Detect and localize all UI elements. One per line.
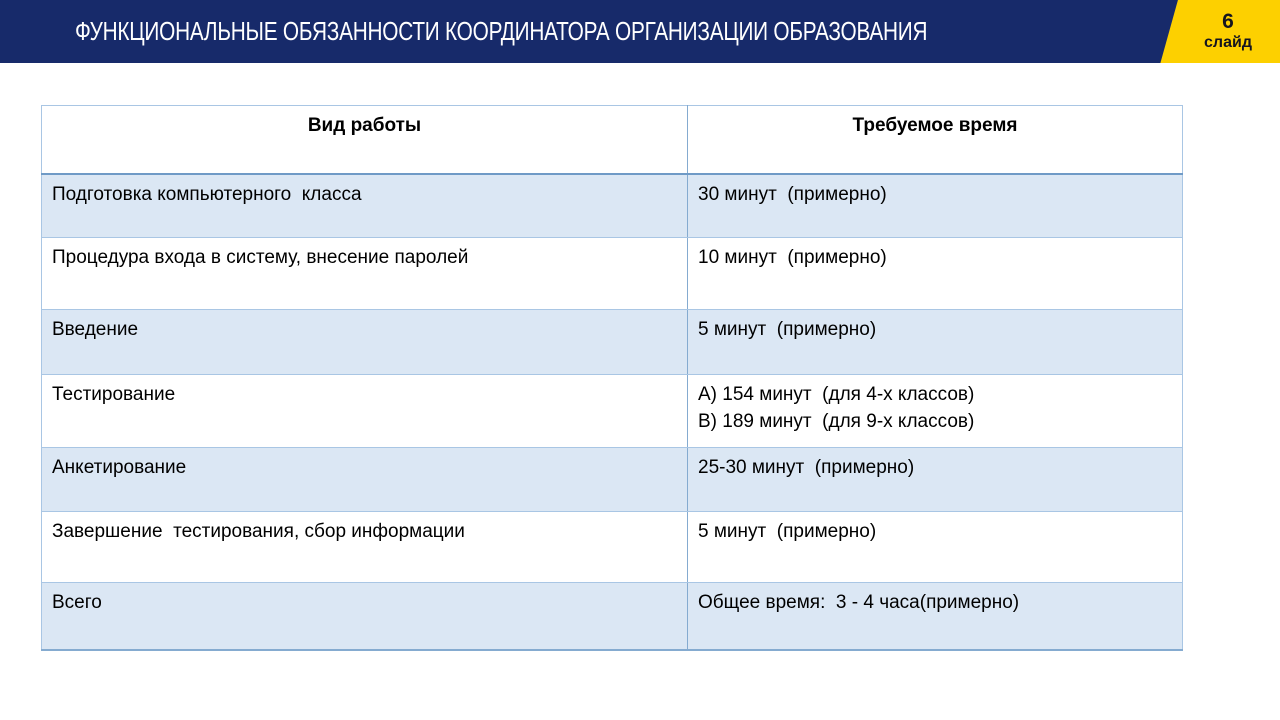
time-cell: 5 минут (примерно): [687, 511, 1183, 583]
table-header-row: Вид работы Требуемое время: [41, 105, 1183, 175]
time-cell: А) 154 минут (для 4-х классов) В) 189 ми…: [687, 374, 1183, 448]
work-cell: Подготовка компьютерного класса: [41, 173, 688, 238]
time-cell: 10 минут (примерно): [687, 237, 1183, 310]
work-cell: Введение: [41, 309, 688, 375]
table-row: Анкетирование 25-30 минут (примерно): [41, 447, 1183, 512]
work-cell: Тестирование: [41, 374, 688, 448]
slide-title: ФУНКЦИОНАЛЬНЫЕ ОБЯЗАННОСТИ КООРДИНАТОРА …: [75, 16, 928, 46]
time-cell: Общее время: 3 - 4 часа(примерно): [687, 582, 1183, 651]
work-cell: Процедура входа в систему, внесение паро…: [41, 237, 688, 310]
table-body: Подготовка компьютерного класса 30 минут…: [41, 173, 1183, 651]
work-table: Вид работы Требуемое время Подготовка ко…: [41, 105, 1183, 651]
column-header-work: Вид работы: [41, 105, 688, 175]
table-row: Введение 5 минут (примерно): [41, 309, 1183, 375]
work-cell: Завершение тестирования, сбор информации: [41, 511, 688, 583]
time-cell: 25-30 минут (примерно): [687, 447, 1183, 512]
table-row: Тестирование А) 154 минут (для 4-х класс…: [41, 374, 1183, 448]
work-cell: Всего: [41, 582, 688, 651]
table-row: Подготовка компьютерного класса 30 минут…: [41, 173, 1183, 238]
column-header-time: Требуемое время: [687, 105, 1183, 175]
slide-number: 6: [1222, 10, 1234, 33]
time-cell: 30 минут (примерно): [687, 173, 1183, 238]
slide-number-label: слайд: [1204, 34, 1252, 51]
table-row: Всего Общее время: 3 - 4 часа(примерно): [41, 582, 1183, 651]
work-cell: Анкетирование: [41, 447, 688, 512]
header-bar: ФУНКЦИОНАЛЬНЫЕ ОБЯЗАННОСТИ КООРДИНАТОРА …: [0, 0, 1280, 63]
slide-number-badge: 6 слайд: [1160, 0, 1280, 63]
time-cell: 5 минут (примерно): [687, 309, 1183, 375]
table-row: Завершение тестирования, сбор информации…: [41, 511, 1183, 583]
table-row: Процедура входа в систему, внесение паро…: [41, 237, 1183, 310]
